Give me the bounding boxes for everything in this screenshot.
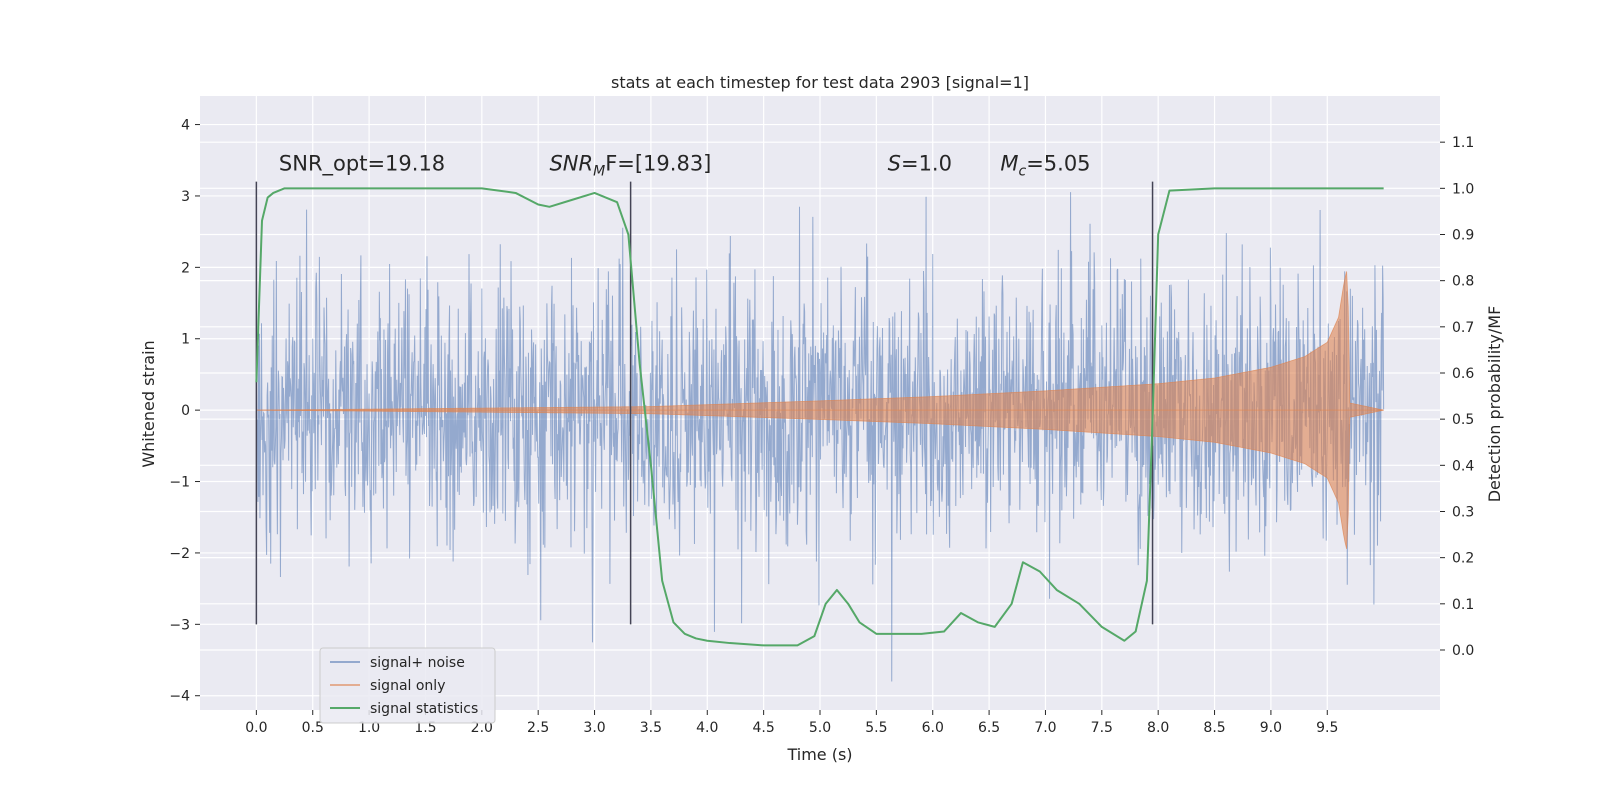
x-tick-label: 7.0 — [1034, 720, 1056, 736]
y2-tick-label: 0.1 — [1452, 597, 1474, 613]
annotation: S=1.0 — [888, 152, 952, 176]
annotation-main: SNR — [549, 152, 593, 176]
x-tick-label: 9.0 — [1260, 720, 1282, 736]
x-tick-label: 1.0 — [358, 720, 380, 736]
annotation-subscript: c — [1018, 164, 1026, 180]
y-tick-label: −1 — [169, 475, 190, 491]
annotation: Mc=5.05 — [1000, 152, 1090, 180]
y-tick-label: 3 — [181, 189, 190, 205]
x-tick-label: 1.5 — [414, 720, 436, 736]
annotation-value: =5.05 — [1026, 152, 1090, 176]
x-tick-label: 0.0 — [245, 720, 267, 736]
y2-tick-label: 0.5 — [1452, 412, 1474, 428]
ticks: 0.0 0.5 1.0 1.5 2.0 2.5 3.0 3.5 4.0 4.5 5.0 5.5 6.0 6… — [169, 118, 1474, 736]
x-tick-label: 0.5 — [302, 720, 324, 736]
x-tick-label: 6.0 — [922, 720, 944, 736]
signal-statistics-series — [255, 187, 1384, 647]
y2-tick-label: 0.4 — [1452, 458, 1474, 474]
y2-tick-label: 0.2 — [1452, 551, 1474, 567]
y2-tick-label: 0.6 — [1452, 366, 1474, 382]
signal-only-series — [256, 271, 1384, 549]
x-tick-label: 3.0 — [583, 720, 605, 736]
x-tick-label: 4.0 — [696, 720, 718, 736]
legend-label-noise: signal+ noise — [370, 655, 465, 671]
y2-tick-label: 0.7 — [1452, 320, 1474, 336]
x-tick-label: 8.0 — [1147, 720, 1169, 736]
y-tick-label: −3 — [169, 617, 190, 633]
y2-tick-label: 0.3 — [1452, 504, 1474, 520]
y2-tick-label: 1.0 — [1452, 181, 1474, 197]
annotation: SNR_opt=19.18 — [279, 152, 445, 177]
legend-box — [319, 647, 496, 724]
annotation-value: =1.0 — [901, 152, 952, 176]
x-tick-label: 2.5 — [527, 720, 549, 736]
y-tick-label: 2 — [181, 260, 190, 276]
legend-label-signal: signal only — [370, 678, 445, 694]
y2-tick-label: 0.0 — [1452, 643, 1474, 659]
x-tick-label: 2.0 — [471, 720, 493, 736]
chart-title: stats at each timestep for test data 290… — [611, 73, 1029, 92]
y-tick-label: 1 — [181, 332, 190, 348]
y2-axis-label: Detection probability/MF — [1485, 306, 1504, 503]
y-tick-label: 0 — [181, 403, 190, 419]
annotation-subscript: M — [593, 164, 605, 180]
x-axis-label: Time (s) — [786, 745, 852, 764]
y2-tick-label: 0.9 — [1452, 227, 1474, 243]
y2-tick-label: 1.1 — [1452, 135, 1474, 151]
x-tick-label: 4.5 — [753, 720, 775, 736]
legend: signal+ noise signal only signal statist… — [319, 647, 496, 724]
x-tick-label: 6.5 — [978, 720, 1000, 736]
y-tick-label: 4 — [181, 118, 190, 134]
x-tick-label: 3.5 — [640, 720, 662, 736]
y-axis-label: Whitened strain — [139, 340, 158, 467]
annotation-main: M — [1000, 152, 1018, 176]
annotation-value: F=[19.83] — [605, 152, 711, 176]
annotations: SNR_opt=19.18 SNRMF=[19.83] S=1.0 Mc=5.05 — [279, 152, 1091, 180]
signal-statistics-line — [255, 187, 1384, 647]
x-tick-label: 7.5 — [1091, 720, 1113, 736]
y-tick-label: −4 — [169, 689, 190, 705]
x-tick-label: 5.0 — [809, 720, 831, 736]
annotation: SNRMF=[19.83] — [549, 152, 711, 180]
y-tick-label: −2 — [169, 546, 190, 562]
x-tick-label: 5.5 — [865, 720, 887, 736]
y2-tick-label: 0.8 — [1452, 274, 1474, 290]
annotation-main: S — [888, 152, 901, 176]
legend-label-statistics: signal statistics — [370, 701, 478, 717]
x-tick-label: 8.5 — [1203, 720, 1225, 736]
x-tick-label: 9.5 — [1316, 720, 1338, 736]
annotation-main: SNR_opt=19.18 — [279, 152, 445, 177]
